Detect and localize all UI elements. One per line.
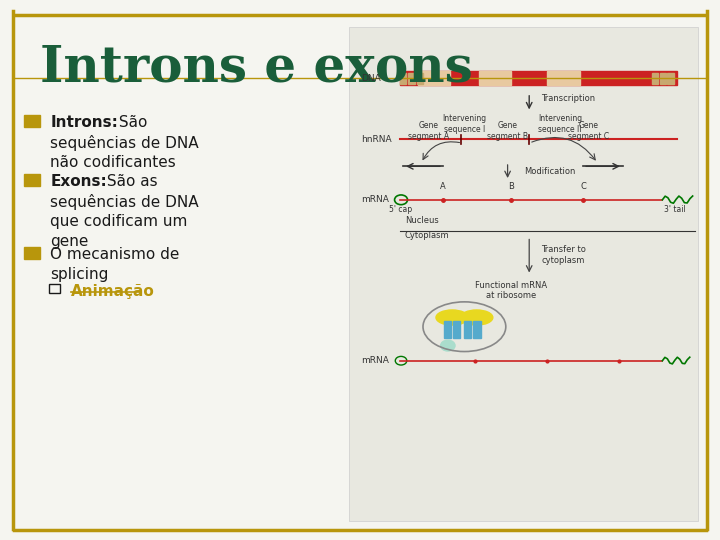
Text: Introns e exons: Introns e exons [40, 43, 472, 92]
Bar [667, 73, 674, 84]
Bar [49, 284, 60, 293]
Text: mRNA: mRNA [361, 195, 390, 204]
Text: Intervening
sequence II: Intervening sequence II [538, 114, 582, 134]
Text: 3' tail: 3' tail [665, 205, 686, 214]
Bar [400, 71, 677, 85]
Text: São: São [114, 115, 147, 130]
Text: sequências de DNA: sequências de DNA [50, 135, 199, 151]
Text: Gene
segment A: Gene segment A [408, 122, 449, 141]
Text: Intervening
sequence I: Intervening sequence I [442, 114, 487, 134]
FancyBboxPatch shape [349, 27, 698, 521]
Text: DNA: DNA [361, 74, 381, 83]
Text: splicing: splicing [50, 267, 109, 282]
Bar [400, 73, 406, 84]
Text: hnRNA: hnRNA [361, 135, 392, 144]
Bar [444, 321, 451, 338]
Text: Transcription: Transcription [541, 94, 595, 103]
Text: não codificantes: não codificantes [50, 155, 176, 170]
Text: 5' cap: 5' cap [390, 205, 413, 214]
Bar [408, 73, 415, 84]
Bar [24, 174, 40, 186]
Text: São as: São as [102, 174, 158, 190]
Bar [474, 321, 481, 338]
Text: Nucleus: Nucleus [405, 216, 438, 225]
Text: Animação: Animação [71, 284, 154, 299]
Text: mRNA: mRNA [361, 356, 390, 365]
Text: Gene
segment C: Gene segment C [568, 122, 610, 141]
Circle shape [441, 340, 455, 351]
Text: Transfer to
cytoplasm: Transfer to cytoplasm [541, 245, 586, 265]
Text: A: A [440, 182, 446, 191]
Text: C: C [580, 182, 586, 191]
Bar [479, 71, 511, 85]
Text: O mecanismo de: O mecanismo de [50, 247, 180, 262]
Bar [24, 247, 40, 259]
Text: sequências de DNA: sequências de DNA [50, 194, 199, 211]
Ellipse shape [436, 310, 469, 325]
Bar [464, 321, 472, 338]
Text: Exons:: Exons: [50, 174, 107, 190]
Bar [454, 321, 461, 338]
Text: Cytoplasm: Cytoplasm [405, 231, 449, 240]
Bar [418, 71, 450, 85]
Bar [417, 73, 423, 84]
Text: Functional mRNA
at ribosome: Functional mRNA at ribosome [475, 281, 547, 300]
Bar [660, 73, 666, 84]
Text: que codificam um: que codificam um [50, 214, 188, 230]
Text: B: B [508, 182, 514, 191]
Text: gene: gene [50, 234, 89, 249]
Ellipse shape [461, 310, 492, 325]
Bar [24, 115, 40, 127]
Bar [547, 71, 580, 85]
Text: Gene
segment B: Gene segment B [487, 122, 528, 141]
Text: Introns:: Introns: [50, 115, 118, 130]
Text: Modification: Modification [524, 167, 575, 176]
Bar [652, 73, 658, 84]
